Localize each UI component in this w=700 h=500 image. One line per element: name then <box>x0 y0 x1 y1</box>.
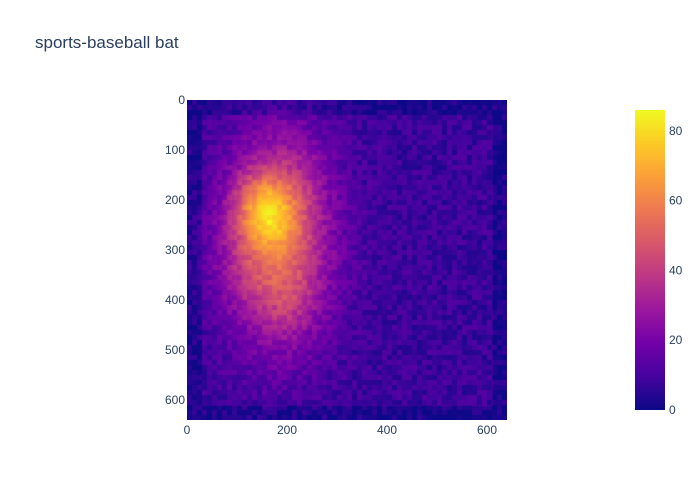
colorbar <box>635 110 665 410</box>
x-tick-label: 0 <box>184 423 191 437</box>
y-tick-label: 100 <box>165 143 185 157</box>
y-axis: 0 100 200 300 400 500 600 <box>165 93 185 407</box>
y-tick-label: 500 <box>165 343 185 357</box>
colorbar-tick-label: 20 <box>669 333 683 347</box>
y-tick-label: 0 <box>178 93 185 107</box>
colorbar-tick-label: 60 <box>669 194 683 208</box>
heatmap-plot-area[interactable] <box>187 100 507 420</box>
x-tick-label: 600 <box>477 423 497 437</box>
y-tick-label: 400 <box>165 293 185 307</box>
x-tick-label: 400 <box>377 423 397 437</box>
colorbar-tick-label: 80 <box>669 124 683 138</box>
colorbar-tick-label: 0 <box>669 403 676 417</box>
y-tick-label: 600 <box>165 393 185 407</box>
y-tick-label: 200 <box>165 193 185 207</box>
x-tick-label: 200 <box>277 423 297 437</box>
colorbar-axis: 0 20 40 60 80 <box>669 124 683 417</box>
y-tick-label: 300 <box>165 243 185 257</box>
colorbar-tick-label: 40 <box>669 263 683 277</box>
chart-title: sports-baseball bat <box>35 33 179 52</box>
x-axis: 0 200 400 600 <box>184 423 498 437</box>
